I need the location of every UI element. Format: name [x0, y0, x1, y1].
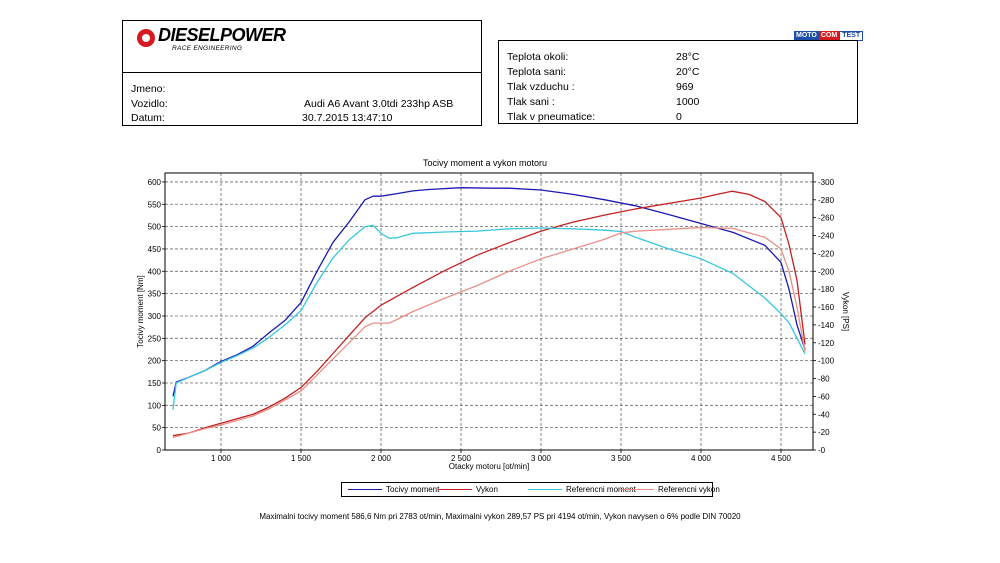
badge-com: COM [818, 31, 840, 41]
brand-subtitle: RACE ENGINEERING [172, 45, 243, 52]
y-right-tick-label: -100 [818, 357, 835, 366]
condition-label: Teplota sani: [507, 66, 566, 78]
condition-label: Tlak v pneumatice: [507, 111, 596, 123]
y-left-tick-label: 50 [152, 424, 161, 433]
y-right-tick-label: -260 [818, 214, 835, 223]
y-right-tick-label: -140 [818, 321, 835, 330]
y-right-tick-label: -160 [818, 303, 835, 312]
legend-label: Vykon [476, 485, 498, 494]
y-right-tick-label: -280 [818, 196, 835, 205]
chart-series [172, 187, 806, 439]
condition-label: Tlak vzduchu : [507, 81, 575, 93]
max-values-summary: Maximalni tocivy moment 586,6 Nm pri 278… [259, 512, 741, 521]
y-right-tick-label: -40 [818, 410, 830, 419]
datum-value: 30.7.2015 13:47:10 [302, 112, 393, 124]
y-left-tick-label: 500 [148, 223, 162, 232]
y-left-tick-label: 100 [148, 401, 162, 410]
plot-frame [164, 172, 814, 451]
y-left-tick-label: 350 [148, 290, 162, 299]
y-right-tick-label: -120 [818, 339, 835, 348]
logo-panel [122, 20, 482, 73]
dyno-chart: Tocivy moment a vykon motoru 1 000 1 500 2… [136, 158, 850, 471]
chart-title: Tocivy moment a vykon motoru [423, 158, 547, 168]
x-tick-label: 3 500 [611, 454, 632, 463]
legend-label: Tocivy moment [386, 485, 440, 494]
condition-value: 0 [676, 111, 682, 123]
y-right-tick-label: -220 [818, 249, 835, 258]
y-left-tick-label: 200 [148, 357, 162, 366]
condition-value: 28°C [676, 51, 700, 63]
conditions-panel [498, 40, 858, 124]
chart-ticks: 1 000 1 500 2 000 2 500 3 000 3 500 4 000 4 500… [148, 178, 835, 463]
legend-item-ref-torque: Referencni moment [528, 484, 636, 495]
legend-swatch [528, 489, 562, 490]
x-tick-label: 4 000 [691, 454, 712, 463]
legend-label: Referencni vykon [658, 485, 720, 494]
y-left-tick-label: 0 [157, 446, 162, 455]
y-right-tick-label: -20 [818, 428, 830, 437]
x-tick-label: 2 000 [371, 454, 392, 463]
y-right-tick-label: -80 [818, 375, 830, 384]
legend-swatch [438, 489, 472, 490]
y-left-tick-label: 150 [148, 379, 162, 388]
chart-grid [165, 173, 813, 451]
y-left-tick-label: 250 [148, 334, 162, 343]
legend-swatch [620, 489, 654, 490]
y-right-tick-label: -180 [818, 285, 835, 294]
series-power-line [172, 190, 806, 437]
series-ref-torque-line [172, 224, 806, 410]
x-tick-label: 1 500 [291, 454, 312, 463]
series-torque-line [172, 187, 806, 397]
legend-item-torque: Tocivy moment [348, 484, 439, 495]
y-right-tick-label: -240 [818, 232, 835, 241]
y-left-tick-label: 600 [148, 178, 162, 187]
y-axis-left-label: Tocivy moment [Nm] [136, 275, 145, 347]
legend-label: Referencni moment [566, 485, 636, 494]
series-ref-power-line [172, 226, 806, 439]
vozidlo-label: Vozidlo: [131, 98, 168, 110]
badge-moto: MOTO [794, 31, 819, 41]
condition-value: 969 [676, 81, 694, 93]
x-tick-label: 1 000 [211, 454, 232, 463]
y-axis-right-label: Vykon [PS] [841, 292, 850, 331]
condition-label: Tlak sani : [507, 96, 555, 108]
x-tick-label: 4 500 [771, 454, 792, 463]
legend-item-ref-power: Referencni vykon [620, 484, 720, 495]
datum-label: Datum: [131, 112, 167, 124]
vozidlo-value: Audi A6 Avant 3.0tdi 233hp ASB [304, 98, 454, 110]
condition-value: 1000 [676, 96, 700, 108]
legend-swatch [348, 489, 382, 490]
dieselpower-logo-icon [137, 29, 155, 47]
legend-item-power: Vykon [438, 484, 498, 495]
y-right-tick-label: -60 [818, 392, 830, 401]
brand-name: DIESELPOWER [158, 25, 286, 45]
y-left-tick-label: 450 [148, 245, 162, 254]
x-tick-label: 3 000 [531, 454, 552, 463]
y-right-tick-label: -0 [818, 446, 826, 455]
x-axis-label: Otacky motoru [ot/min] [449, 462, 529, 471]
chart-legend: Tocivy moment Vykon Referencni moment Re… [341, 482, 720, 497]
y-left-tick-label: 550 [148, 200, 162, 209]
y-left-tick-label: 400 [148, 267, 162, 276]
jmeno-label: Jmeno: [131, 83, 166, 95]
condition-value: 20°C [676, 66, 700, 78]
x-tick-label: 2 500 [451, 454, 472, 463]
y-right-tick-label: -300 [818, 178, 835, 187]
y-left-tick-label: 300 [148, 312, 162, 321]
y-right-tick-label: -200 [818, 267, 835, 276]
condition-label: Teplota okoli: [507, 51, 569, 63]
